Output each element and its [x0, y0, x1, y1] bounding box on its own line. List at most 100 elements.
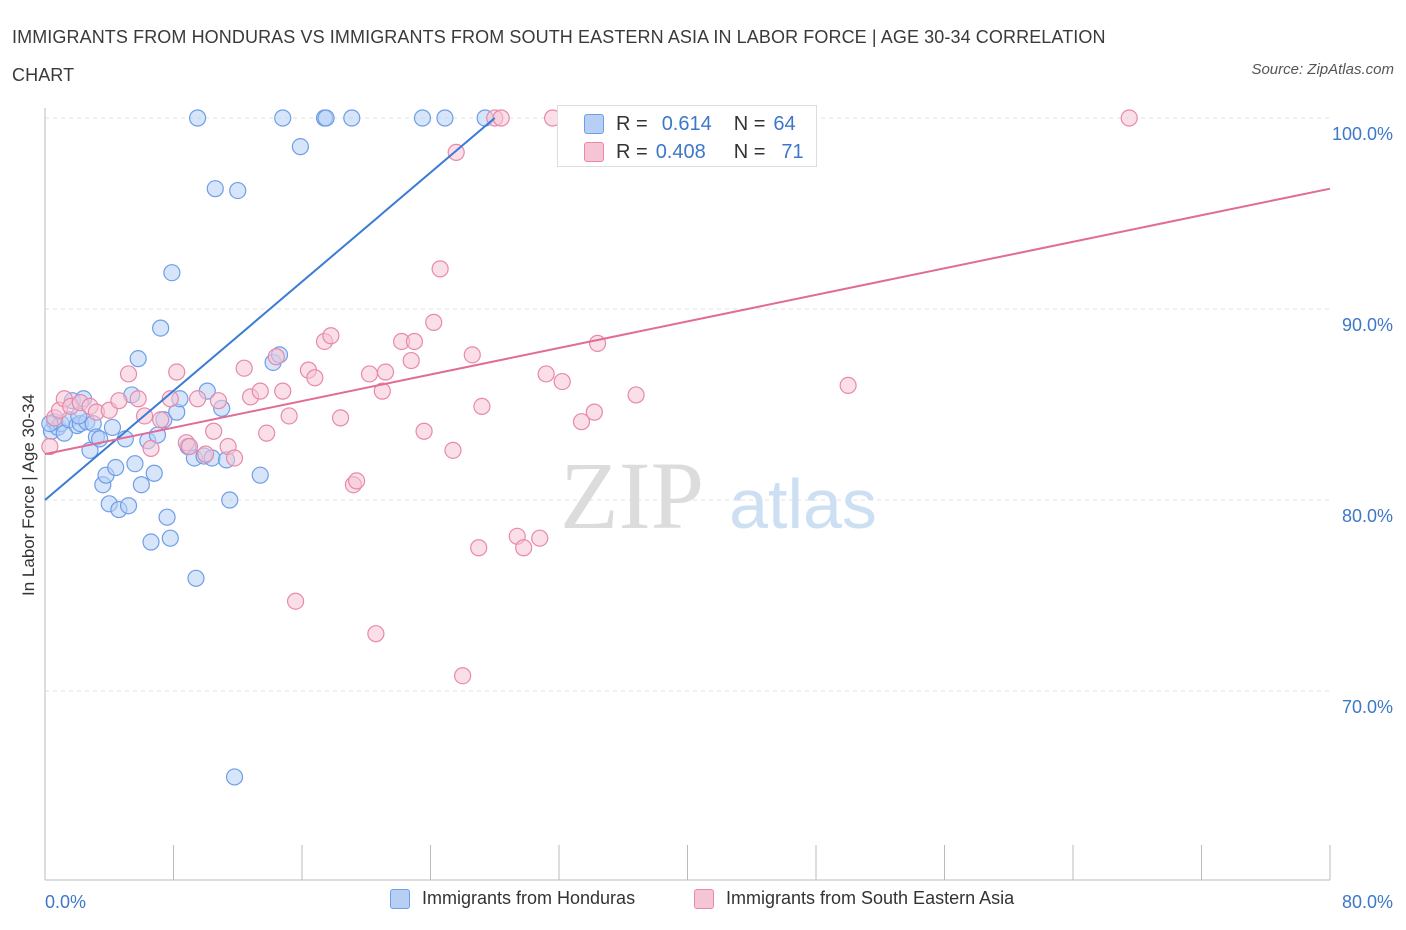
point-se-asia: [267, 348, 285, 366]
n-value: 71: [781, 140, 804, 163]
point-se-asia: [367, 625, 385, 643]
point-honduras: [103, 418, 122, 437]
point-honduras: [152, 319, 170, 337]
point-se-asia: [41, 437, 59, 456]
point-se-asia: [322, 327, 340, 345]
point-honduras: [161, 529, 179, 547]
y-tick-label: 70.0%: [1342, 697, 1393, 717]
point-se-asia: [205, 422, 223, 440]
point-se-asia: [142, 439, 160, 458]
point-honduras: [126, 455, 144, 473]
point-honduras: [274, 109, 292, 127]
point-se-asia: [180, 437, 199, 456]
point-se-asia: [454, 667, 472, 685]
legend-label-honduras: Immigrants from Honduras: [422, 888, 636, 908]
point-honduras: [225, 768, 244, 786]
point-honduras: [129, 350, 147, 368]
point-honduras: [188, 109, 207, 127]
point-se-asia: [152, 411, 170, 429]
point-se-asia: [331, 409, 350, 427]
point-se-asia: [306, 369, 324, 387]
axes: [44, 108, 1331, 881]
point-se-asia: [425, 313, 443, 331]
r-value: 0.408: [655, 140, 706, 163]
point-se-asia: [553, 372, 571, 391]
point-se-asia: [537, 365, 555, 383]
watermark: ZIP atlas: [560, 442, 877, 549]
gridlines: [45, 117, 1330, 692]
point-se-asia: [348, 472, 366, 490]
point-se-asia: [1120, 109, 1138, 127]
point-se-asia: [251, 382, 269, 400]
legend-item-honduras[interactable]: Immigrants from Honduras: [390, 888, 635, 909]
swatch-se-asia: [584, 142, 604, 162]
point-se-asia: [376, 363, 395, 381]
x-tick-label-min: 0.0%: [45, 892, 86, 912]
stats-legend: R = 0.614 N = 64 R = 0.408 N = 71: [557, 105, 817, 167]
point-se-asia: [515, 539, 533, 557]
point-honduras: [107, 458, 125, 477]
point-se-asia: [572, 413, 591, 431]
point-honduras: [221, 491, 239, 509]
legend-swatch-honduras: [390, 888, 410, 909]
point-honduras: [142, 533, 160, 551]
point-honduras: [158, 508, 176, 526]
x-tick-label-max: 80.0%: [1342, 892, 1393, 912]
y-tick-label: 90.0%: [1342, 315, 1393, 335]
point-honduras: [145, 464, 163, 482]
point-se-asia: [373, 382, 391, 400]
point-honduras: [132, 476, 150, 494]
point-honduras: [436, 109, 454, 127]
point-honduras: [163, 264, 181, 282]
n-label: N =: [733, 140, 766, 163]
trend-line-se-asia: [44, 187, 1331, 456]
point-se-asia: [402, 351, 420, 370]
legend-item-se-asia[interactable]: Immigrants from South Eastern Asia: [694, 888, 1014, 909]
point-honduras: [187, 569, 205, 587]
point-se-asia: [119, 365, 138, 383]
point-se-asia: [415, 422, 433, 440]
point-se-asia: [225, 449, 244, 467]
trend-lines: [44, 117, 1331, 501]
point-se-asia: [470, 539, 488, 557]
point-se-asia: [531, 529, 549, 547]
point-se-asia: [588, 334, 607, 352]
watermark-zip: ZIP: [560, 442, 704, 549]
point-se-asia: [463, 346, 481, 364]
y-axis-label: In Labor Force | Age 30-34: [19, 394, 38, 596]
stats-row-honduras: R = 0.614 N = 64: [584, 111, 796, 137]
point-honduras: [317, 109, 335, 127]
swatch-honduras: [584, 114, 604, 134]
watermark-atlas: atlas: [729, 465, 877, 543]
point-se-asia: [585, 403, 603, 421]
chart-title: IMMIGRANTS FROM HONDURAS VS IMMIGRANTS F…: [12, 27, 1106, 85]
y-tick-label: 100.0%: [1332, 124, 1393, 144]
point-se-asia: [473, 397, 491, 416]
series-legend: Immigrants from Honduras Immigrants from…: [0, 888, 1406, 916]
point-se-asia: [360, 365, 379, 383]
data-points: [41, 109, 1138, 786]
r-value: 0.614: [661, 112, 712, 135]
n-value: 64: [773, 112, 796, 135]
point-honduras: [413, 109, 432, 127]
trend-line-honduras: [44, 117, 496, 501]
y-tick-label: 80.0%: [1342, 506, 1393, 526]
point-se-asia: [197, 445, 215, 463]
point-se-asia: [258, 424, 276, 442]
point-honduras: [251, 466, 269, 484]
point-se-asia: [161, 390, 179, 408]
point-se-asia: [129, 390, 147, 408]
point-se-asia: [188, 390, 207, 408]
r-label: R =: [616, 112, 648, 135]
point-se-asia: [110, 392, 128, 410]
legend-label-se-asia: Immigrants from South Eastern Asia: [726, 888, 1015, 908]
tick-labels: 70.0% 80.0% 90.0% 100.0% 0.0% 80.0%: [45, 124, 1393, 912]
point-se-asia: [492, 109, 510, 127]
stats-row-se-asia: R = 0.408 N = 71: [584, 139, 804, 165]
n-label: N =: [733, 112, 766, 135]
r-label: R =: [616, 140, 648, 163]
point-se-asia: [168, 363, 186, 381]
point-se-asia: [839, 376, 857, 394]
point-se-asia: [444, 441, 462, 459]
